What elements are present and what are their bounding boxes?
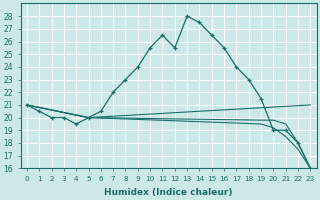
X-axis label: Humidex (Indice chaleur): Humidex (Indice chaleur) xyxy=(104,188,233,197)
